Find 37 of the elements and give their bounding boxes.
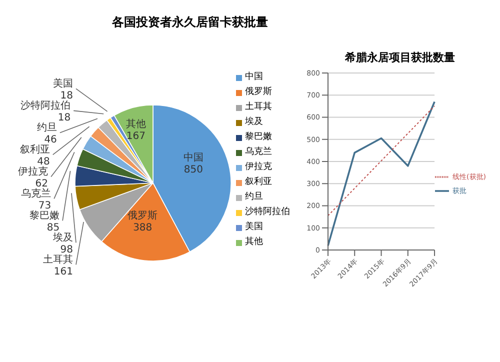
legend-label: 中国 [244, 70, 264, 84]
data-label: 161 [54, 266, 73, 278]
data-label: 18 [60, 90, 73, 102]
slice-label: 其他 [126, 118, 146, 130]
slice-label: 埃及 [52, 232, 73, 244]
slice-label: 土耳其 [43, 254, 73, 266]
legend-label: 土耳其 [244, 100, 273, 114]
slice-label: 叙利亚 [20, 144, 50, 156]
slice-label: 黎巴嫩 [30, 210, 60, 222]
chart-title: 各国投资者永久居留卡获批量 [111, 14, 269, 31]
legend-label: 黎巴嫩 [244, 130, 273, 144]
line-series [327, 100, 436, 246]
legend-label: 其他 [244, 236, 264, 249]
legend-label: 叙利亚 [244, 176, 273, 189]
legend-label: 美国 [244, 220, 264, 234]
legend-label: 俄罗斯 [244, 86, 273, 99]
legend-label: 埃及 [244, 116, 264, 129]
data-label: 18 [58, 112, 71, 124]
slice-label: 乌克兰 [21, 188, 52, 200]
data-label: 73 [38, 200, 52, 212]
slice-label: 约旦 [36, 122, 57, 134]
data-label: 167 [126, 130, 146, 142]
legend-label: 乌克兰 [244, 146, 273, 159]
slice-label: 中国 [183, 152, 204, 164]
data-label: 850 [184, 164, 203, 176]
data-label: 85 [46, 222, 60, 234]
slice-label: 伊拉克 [18, 166, 48, 178]
data-label: 46 [44, 134, 57, 146]
legend-label: 伊拉克 [244, 160, 273, 174]
data-label: 388 [133, 222, 152, 234]
slice-label: 俄罗斯 [128, 209, 158, 222]
slice-label: 沙特阿拉伯 [20, 100, 71, 112]
legend-label: 约旦 [244, 190, 264, 204]
line-series [328, 105, 436, 216]
legend-label: 沙特阿拉伯 [244, 206, 290, 219]
chart-title: 希腊永居项目获批数量 [344, 50, 456, 66]
slice-label: 美国 [53, 78, 73, 90]
